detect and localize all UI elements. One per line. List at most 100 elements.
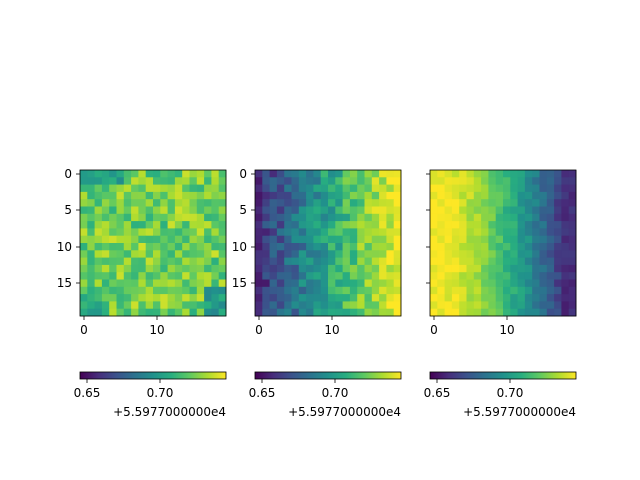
heatmap-cell (437, 191, 445, 200)
heatmap-cell (473, 279, 482, 288)
heatmap-cell (306, 199, 314, 207)
heatmap-cell (379, 250, 387, 258)
heatmap-cell (276, 170, 285, 178)
heatmap-cell (298, 235, 307, 244)
heatmap-cell (174, 177, 183, 185)
heatmap-cell (561, 272, 570, 280)
heatmap-cell (532, 199, 540, 207)
heatmap-cell (291, 199, 300, 207)
heatmap-cell (145, 272, 154, 280)
heatmap-cell (320, 191, 329, 200)
heatmap-cell (473, 308, 482, 317)
colorbar-tick-label: 0.65 (74, 386, 101, 400)
heatmap-cell (255, 228, 263, 237)
heatmap-cell (116, 221, 125, 229)
heatmap-cell (481, 243, 489, 251)
heatmap-cell (306, 272, 314, 280)
heatmap-cell (357, 279, 365, 288)
heatmap-cell (524, 235, 533, 244)
heatmap-cell (488, 308, 497, 317)
heatmap-cell (291, 221, 300, 229)
heatmap-cell (466, 301, 475, 310)
heatmap-cell (444, 221, 453, 229)
heatmap-cell (109, 170, 117, 178)
heatmap-cell (298, 279, 307, 288)
heatmap-cell (488, 301, 497, 310)
heatmap-cell (284, 279, 292, 288)
y-ticks-2: 0 5 10 15 (232, 167, 255, 290)
heatmap-cell (546, 170, 555, 178)
heatmap-cell (357, 206, 365, 215)
heatmap-cell (101, 301, 110, 310)
heatmap-cell (342, 191, 351, 200)
heatmap-cell (357, 301, 365, 310)
heatmap-cell (320, 199, 329, 207)
heatmap-cell (313, 294, 322, 302)
heatmap-cell (532, 272, 540, 280)
heatmap-cell (167, 308, 176, 317)
heatmap-cell (182, 308, 190, 317)
heatmap-cell (204, 221, 212, 229)
heatmap-cell (167, 184, 176, 193)
heatmap-cell (80, 243, 88, 251)
heatmap-cell (196, 250, 205, 258)
heatmap-cell (554, 286, 562, 295)
heatmap-cell (94, 170, 103, 178)
heatmap-cell (379, 301, 387, 310)
heatmap-cell (554, 206, 562, 215)
heatmap-cell (298, 228, 307, 237)
heatmap-cell (349, 228, 358, 237)
heatmap-cell (328, 301, 336, 310)
heatmap-cell (284, 170, 292, 178)
heatmap-cell (393, 264, 402, 273)
heatmap-cell (503, 184, 511, 193)
heatmap-cell (145, 228, 154, 237)
heatmap-cell (459, 294, 467, 302)
heatmap-cell (262, 250, 270, 258)
heatmap-cell (386, 170, 395, 178)
heatmap-cell (211, 228, 220, 237)
heatmap-cell (80, 184, 88, 193)
heatmap-cell (473, 221, 482, 229)
heatmap-cell (131, 250, 139, 258)
heatmap-cell (466, 257, 475, 266)
heatmap-cell (262, 257, 270, 266)
heatmap-cell (298, 184, 307, 193)
heatmap-cell (284, 294, 292, 302)
heatmap-cell (262, 228, 270, 237)
heatmap-cell (160, 308, 168, 317)
heatmap-cell (298, 206, 307, 215)
heatmap-cell (196, 177, 205, 185)
heatmap-cell (109, 257, 117, 266)
heatmap-cell (255, 199, 263, 207)
heatmap-cell (430, 206, 438, 215)
heatmap-cell (451, 184, 460, 193)
heatmap-cell (371, 301, 380, 310)
heatmap-cell (196, 206, 205, 215)
heatmap-cell (444, 191, 453, 200)
heatmap-cell (218, 308, 227, 317)
heatmap-cell (466, 191, 475, 200)
heatmap-cell (182, 294, 190, 302)
heatmap-cell (473, 301, 482, 310)
heatmap-cell (335, 177, 343, 185)
heatmap-cell (459, 199, 467, 207)
heatmap-cell (466, 308, 475, 317)
heatmap-cell (211, 286, 220, 295)
heatmap-cell (116, 294, 125, 302)
heatmap-cell (269, 257, 278, 266)
colorbar-1: 0.65 0.70 +5.5977000000e4 (74, 371, 227, 419)
heatmap-cell (510, 286, 518, 295)
heatmap-cell (196, 235, 205, 244)
heatmap-cell (481, 221, 489, 229)
heatmap-cell (313, 235, 322, 244)
heatmap-cell (546, 294, 555, 302)
heatmap-cell (174, 279, 183, 288)
heatmap-cell (306, 206, 314, 215)
heatmap-cell (276, 206, 285, 215)
heatmap-cell (364, 199, 373, 207)
heatmap-cell (451, 308, 460, 317)
heatmap-cell (561, 301, 570, 310)
heatmap-cell (459, 243, 467, 251)
heatmap-cell (357, 213, 365, 222)
